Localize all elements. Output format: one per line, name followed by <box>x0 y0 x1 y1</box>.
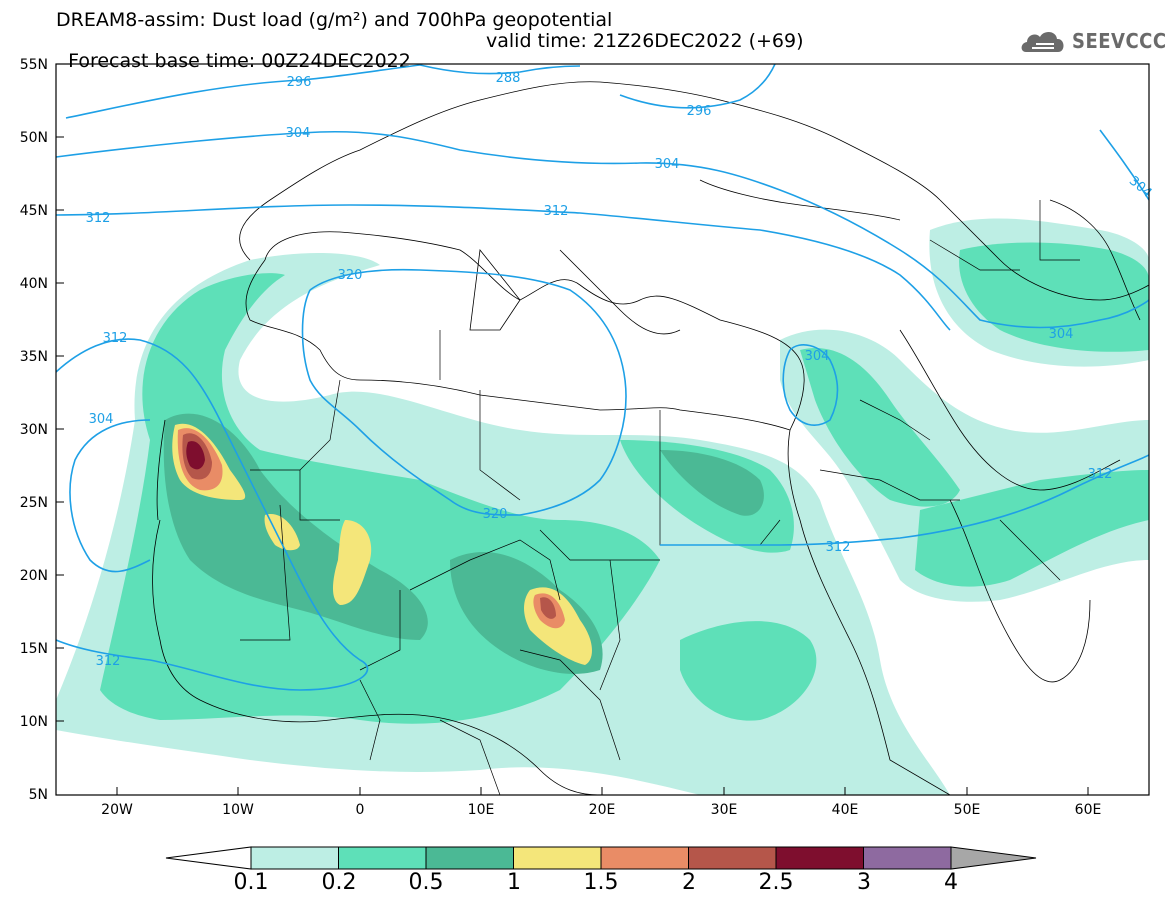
contour-label: 312 <box>103 331 128 346</box>
contour-label: 320 <box>483 507 508 522</box>
colorbar-label: 3 <box>857 870 871 895</box>
colorbar-swatch <box>338 846 427 870</box>
contour-label: 304 <box>805 349 830 364</box>
lat-tick-label: 5N <box>29 787 48 803</box>
colorbar-swatch <box>775 846 864 870</box>
colorbar-swatch <box>425 846 514 870</box>
contour-label: 304 <box>286 126 311 141</box>
contour-label: 312 <box>1088 467 1113 482</box>
colorbar-swatch <box>863 846 952 870</box>
lon-tick-label: 30E <box>711 802 738 818</box>
colorbar <box>165 846 1037 870</box>
lat-tick-label: 35N <box>20 349 48 365</box>
lon-tick-label: 0 <box>356 802 365 818</box>
dust-load-field <box>56 218 1149 795</box>
lat-tick-label: 55N <box>20 57 48 73</box>
colorbar-swatch <box>513 846 602 870</box>
colorbar-label: 0.5 <box>408 870 444 895</box>
contour-label: 304 <box>1126 174 1155 201</box>
lat-tick-label: 15N <box>20 641 48 657</box>
country-borders <box>240 200 1080 795</box>
lon-tick-label: 20E <box>589 802 616 818</box>
contour-label: 320 <box>338 268 363 283</box>
contour-label: 288 <box>496 71 521 86</box>
contour-label: 312 <box>826 540 851 555</box>
seevccc-logo: SEEVCCC <box>1018 24 1165 60</box>
geopotential-contours <box>56 64 1149 691</box>
map-title: DREAM8-assim: Dust load (g/m²) and 700hP… <box>56 9 613 31</box>
contour-label: 304 <box>89 412 114 427</box>
lat-tick-label: 10N <box>20 714 48 730</box>
lon-tick-label: 20W <box>101 802 133 818</box>
lat-tick-label: 30N <box>20 422 48 438</box>
lat-axis-labels: 55N 50N 45N 40N 35N 30N 25N 20N 15N 10N … <box>20 57 48 803</box>
colorbar-label: 0.2 <box>321 870 357 895</box>
dust-level-2.5 <box>186 441 205 470</box>
contour-label: 312 <box>544 204 569 219</box>
lat-tick-label: 40N <box>20 276 48 292</box>
lat-tick-label: 50N <box>20 130 48 146</box>
valid-time: valid time: 21Z26DEC2022 (+69) <box>486 30 804 52</box>
contour-labels: 296 288 296 304 304 312 312 320 312 304 … <box>86 71 1155 669</box>
contour-label: 296 <box>287 75 312 90</box>
contour-label: 304 <box>655 157 680 172</box>
lat-tick-label: 25N <box>20 495 48 511</box>
lat-tick-label: 20N <box>20 568 48 584</box>
logo-text: SEEVCCC <box>1072 29 1165 53</box>
forecast-base-time: Forecast base time: 00Z24DEC2022 <box>68 50 411 72</box>
colorbar-swatch <box>600 846 689 870</box>
colorbar-swatch <box>165 846 252 870</box>
lon-tick-label: 40E <box>832 802 859 818</box>
colorbar-label: 4 <box>944 870 958 895</box>
contour-label: 304 <box>1049 327 1074 342</box>
colorbar-label: 2.5 <box>758 870 794 895</box>
lon-tick-label: 50E <box>954 802 981 818</box>
colorbar-label: 0.1 <box>233 870 269 895</box>
lat-tick-label: 45N <box>20 203 48 219</box>
colorbar-label: 1.5 <box>583 870 619 895</box>
colorbar-label: 1 <box>507 870 521 895</box>
colorbar-swatch <box>688 846 777 870</box>
colorbar-swatch <box>950 846 1037 870</box>
forecast-times: Forecast base time: 00Z24DEC2022 valid t… <box>56 31 803 91</box>
lon-axis-labels: 20W 10W 0 10E 20E 30E 40E 50E 60E <box>101 802 1101 818</box>
contour-label: 296 <box>687 104 712 119</box>
lon-tick-label: 10W <box>222 802 254 818</box>
cloud-logo-icon <box>1021 31 1064 52</box>
lon-tick-label: 10E <box>468 802 495 818</box>
colorbar-swatch <box>250 846 339 870</box>
colorbar-label: 2 <box>682 870 696 895</box>
contour-label: 312 <box>86 211 111 226</box>
lon-tick-label: 60E <box>1075 802 1102 818</box>
coastlines <box>152 81 1149 795</box>
axis-ticks <box>56 63 1089 795</box>
contour-label: 312 <box>96 654 121 669</box>
